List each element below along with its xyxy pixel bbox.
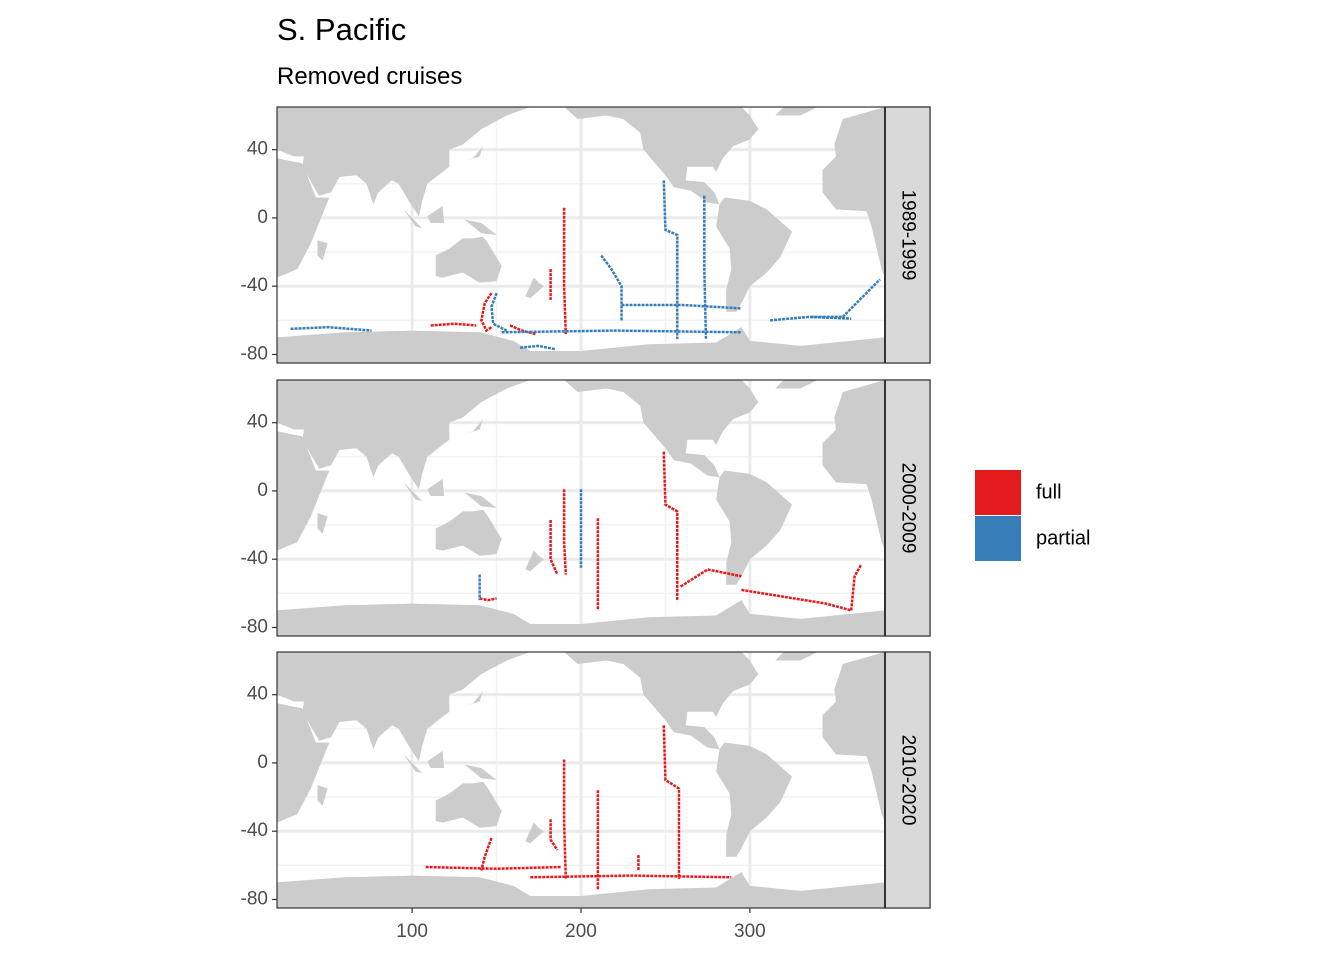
strip: [884, 106, 931, 364]
land: [462, 146, 484, 162]
land: [435, 236, 502, 283]
land: [277, 652, 531, 762]
land: [822, 380, 885, 551]
x-tick-label: 200: [565, 921, 597, 942]
land: [716, 742, 793, 857]
cruise-track: [430, 322, 477, 327]
cruise-track: [741, 588, 852, 612]
land: [403, 209, 423, 229]
cruise-track: [480, 837, 493, 871]
cruise-track: [562, 489, 568, 575]
cruise-track: [530, 874, 732, 879]
y-tick-label: 0: [257, 480, 268, 501]
land: [822, 652, 885, 823]
legend-key: [975, 470, 1021, 515]
land: [775, 652, 818, 661]
x-tick-label: 100: [396, 921, 428, 942]
chart-title: S. Pacific: [277, 12, 406, 47]
facet-panel: 1989-1999 -80 -40 0 40: [241, 106, 931, 364]
y-tick-label: -80: [241, 888, 268, 909]
land: [317, 240, 328, 261]
cruise-track: [479, 597, 497, 602]
y-tick-label: 40: [247, 684, 268, 705]
land: [716, 197, 793, 312]
land: [277, 107, 531, 217]
cruise-track: [600, 254, 623, 321]
x-tick-label: 300: [734, 921, 766, 942]
strip: [884, 651, 931, 909]
y-tick-label: 40: [247, 412, 268, 433]
land: [277, 327, 885, 363]
legend-key: [975, 516, 1021, 561]
cruise-track: [425, 865, 561, 870]
land: [564, 652, 759, 750]
land: [464, 764, 497, 780]
land: [435, 509, 502, 556]
land: [427, 750, 445, 769]
land: [277, 380, 531, 490]
land: [525, 822, 544, 844]
land: [525, 550, 544, 572]
y-tick-label: 0: [257, 752, 268, 773]
cruise-track: [679, 568, 742, 588]
y-tick-label: -80: [241, 343, 268, 364]
strip-label: 2000-2009: [897, 463, 918, 554]
land: [317, 513, 328, 534]
strip: [884, 379, 931, 637]
land: [277, 600, 885, 636]
legend-label: full: [1036, 481, 1062, 503]
y-tick-label: -40: [241, 820, 268, 841]
y-tick-label: -80: [241, 616, 268, 637]
cruise-track: [621, 303, 742, 310]
land: [464, 492, 497, 508]
land: [403, 754, 423, 774]
land: [427, 205, 445, 224]
land: [462, 419, 484, 435]
cruise-track: [770, 315, 852, 322]
land: [317, 785, 328, 806]
land: [277, 431, 330, 551]
land: [822, 107, 885, 278]
land: [775, 107, 818, 116]
cruise-track: [549, 819, 559, 851]
y-tick-label: 40: [247, 139, 268, 160]
cruise-track: [290, 325, 372, 332]
land: [277, 872, 885, 908]
cruise-track: [662, 725, 681, 879]
y-tick-label: 0: [257, 207, 268, 228]
land: [464, 219, 497, 235]
strip-label: 1989-1999: [897, 190, 918, 281]
land: [564, 107, 759, 205]
land: [277, 703, 330, 823]
land: [427, 478, 445, 497]
facet-panel: 2010-2020 -80 -40 0 40 100 200 300: [241, 651, 931, 942]
land: [277, 158, 330, 278]
cruise-track: [480, 292, 493, 333]
land: [525, 277, 544, 299]
cruise-track: [549, 519, 559, 576]
land: [435, 781, 502, 828]
y-tick-label: -40: [241, 548, 268, 569]
cruise-track: [501, 329, 742, 334]
cruise-track: [520, 344, 556, 351]
cruise-track: [662, 451, 679, 601]
cruise-track: [562, 207, 568, 335]
cruise-track: [703, 195, 708, 340]
cruise-track: [849, 563, 863, 611]
cruise-track: [662, 180, 679, 340]
land: [403, 482, 423, 502]
facet-panel: 2000-2009 -80 -40 0 40: [241, 379, 931, 637]
land: [564, 380, 759, 478]
legend-label: partial: [1036, 527, 1090, 549]
cruise-track: [810, 278, 881, 319]
chart-subtitle: Removed cruises: [277, 63, 462, 90]
land: [462, 691, 484, 707]
land: [716, 470, 793, 585]
land: [775, 380, 818, 389]
cruise-track: [562, 759, 568, 880]
y-tick-label: -40: [241, 275, 268, 296]
strip-label: 2010-2020: [897, 735, 918, 826]
